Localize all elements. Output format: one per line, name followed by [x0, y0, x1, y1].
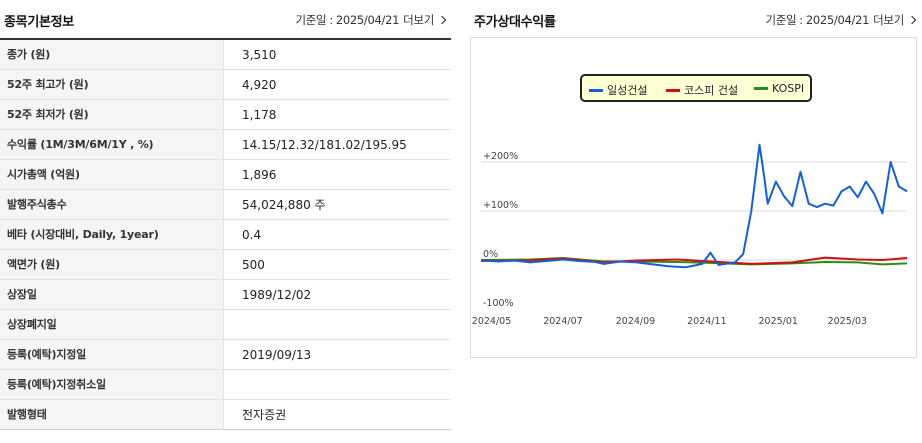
legend-swatch — [589, 88, 603, 92]
y-tick-label: 0% — [483, 249, 498, 260]
more-link[interactable]: 더보기 — [403, 13, 434, 27]
info-value: 3,510 — [242, 48, 277, 62]
series-line — [480, 143, 908, 269]
info-label: 등록(예탁)지정취소일 — [0, 370, 224, 399]
basic-info-header: 종목기본정보 기준일:2025/04/21 더보기 — [0, 0, 452, 38]
info-label: 종가 (원) — [0, 40, 224, 69]
info-value: 2019/09/13 — [242, 348, 312, 362]
legend-label: 일성건설 — [607, 84, 648, 97]
base-date-value: 2025/04/21 — [805, 13, 870, 27]
info-value: 1989/12/02 — [242, 288, 312, 302]
basic-info-title: 종목기본정보 — [4, 15, 74, 30]
info-value — [224, 370, 451, 399]
info-label: 액면가 (원) — [0, 250, 224, 279]
info-row: 시가총액 (억원) 1,896 — [0, 160, 451, 190]
info-row: 등록(예탁)지정취소일 — [0, 370, 451, 400]
info-label: 시가총액 (억원) — [0, 160, 224, 189]
base-date-separator: : — [329, 13, 333, 27]
info-label: 등록(예탁)지정일 — [0, 340, 224, 369]
info-row: 52주 최저가 (원) 1,178 — [0, 100, 451, 130]
info-value: 1,178 — [242, 108, 277, 122]
info-row: 발행주식총수 54,024,880 주 — [0, 190, 451, 220]
basic-info-panel: 종목기본정보 기준일:2025/04/21 더보기 종가 (원) 3,510 52주… — [0, 0, 452, 443]
chart-canvas: +200% +100% 0% -100% 2024/05 2024/07 2024/09 20… — [472, 143, 908, 327]
info-row: 종가 (원) 3,510 — [0, 40, 451, 70]
relative-return-panel: 주가상대수익률 기준일:2025/04/21 더보기 +200% +100% 0% -1… — [470, 0, 922, 443]
info-label: 상장폐지일 — [0, 310, 224, 339]
base-date-value: 2025/04/21 — [335, 13, 400, 27]
y-tick-label: +200% — [483, 151, 518, 162]
info-value: 0.4 — [242, 228, 262, 242]
legend-swatch — [754, 86, 768, 90]
chart-legend: 일성건설 코스피 건설 KOSPI — [580, 74, 812, 102]
basic-info-table: 종가 (원) 3,510 52주 최고가 (원) 4,920 52주 최저가 (원)… — [0, 38, 451, 430]
chevron-right-icon[interactable] — [907, 15, 917, 25]
more-link[interactable]: 더보기 — [873, 13, 904, 27]
info-label: 발행주식총수 — [0, 190, 224, 219]
x-tick-label: 2024/11 — [687, 316, 726, 327]
series-line — [480, 256, 908, 265]
info-label: 수익률 (1M/3M/6M/1Y , %) — [0, 130, 224, 159]
info-row: 수익률 (1M/3M/6M/1Y , %) 14.15/12.32/181.02/… — [0, 130, 451, 160]
y-tick-label: -100% — [483, 298, 514, 309]
y-tick-label: +100% — [483, 200, 518, 211]
relative-return-header: 주가상대수익률 기준일:2025/04/21 더보기 — [470, 0, 922, 38]
info-row: 상장폐지일 — [0, 310, 451, 340]
info-label: 52주 최저가 (원) — [0, 100, 224, 129]
chevron-right-icon[interactable] — [437, 15, 447, 25]
info-label: 베타 (시장대비, Daily, 1year) — [0, 220, 224, 249]
info-label: 발행형태 — [0, 400, 224, 429]
x-tick-label: 2024/09 — [616, 316, 655, 327]
x-tick-label: 2024/05 — [472, 316, 511, 327]
info-value — [224, 310, 451, 339]
info-row: 52주 최고가 (원) 4,920 — [0, 70, 451, 100]
info-row: 등록(예탁)지정일 2019/09/13 — [0, 340, 451, 370]
info-row: 발행형태 전자증권 — [0, 400, 451, 430]
info-value: 전자증권 — [242, 408, 287, 422]
x-tick-label: 2025/01 — [759, 316, 798, 327]
info-row: 상장일 1989/12/02 — [0, 280, 451, 310]
base-date-separator: : — [799, 13, 803, 27]
info-value: 500 — [242, 258, 265, 272]
legend-swatch — [666, 88, 680, 92]
info-label: 상장일 — [0, 280, 224, 309]
legend-item: 일성건설 — [589, 82, 647, 98]
relative-return-title: 주가상대수익률 — [474, 15, 556, 30]
x-tick-label: 2025/03 — [828, 316, 867, 327]
info-value: 4,920 — [242, 78, 277, 92]
legend-label: KOSPI — [772, 82, 805, 95]
info-row: 액면가 (원) 500 — [0, 250, 451, 280]
relative-return-chart: +200% +100% 0% -100% 2024/05 2024/07 2024/09 20… — [470, 37, 917, 358]
x-tick-label: 2024/07 — [543, 316, 582, 327]
basic-info-base-date[interactable]: 기준일:2025/04/21 더보기 — [295, 12, 447, 28]
info-value: 54,024,880 주 — [242, 198, 326, 212]
info-value: 14.15/12.32/181.02/195.95 — [242, 138, 407, 152]
info-row: 베타 (시장대비, Daily, 1year) 0.4 — [0, 220, 451, 250]
base-date-label: 기준일 — [765, 13, 797, 27]
legend-item: KOSPI — [754, 82, 804, 95]
legend-item: 코스피 건설 — [666, 82, 738, 98]
relative-return-base-date[interactable]: 기준일:2025/04/21 더보기 — [765, 12, 917, 28]
legend-label: 코스피 건설 — [684, 84, 739, 97]
info-value: 1,896 — [242, 168, 277, 182]
base-date-label: 기준일 — [295, 13, 327, 27]
info-label: 52주 최고가 (원) — [0, 70, 224, 99]
